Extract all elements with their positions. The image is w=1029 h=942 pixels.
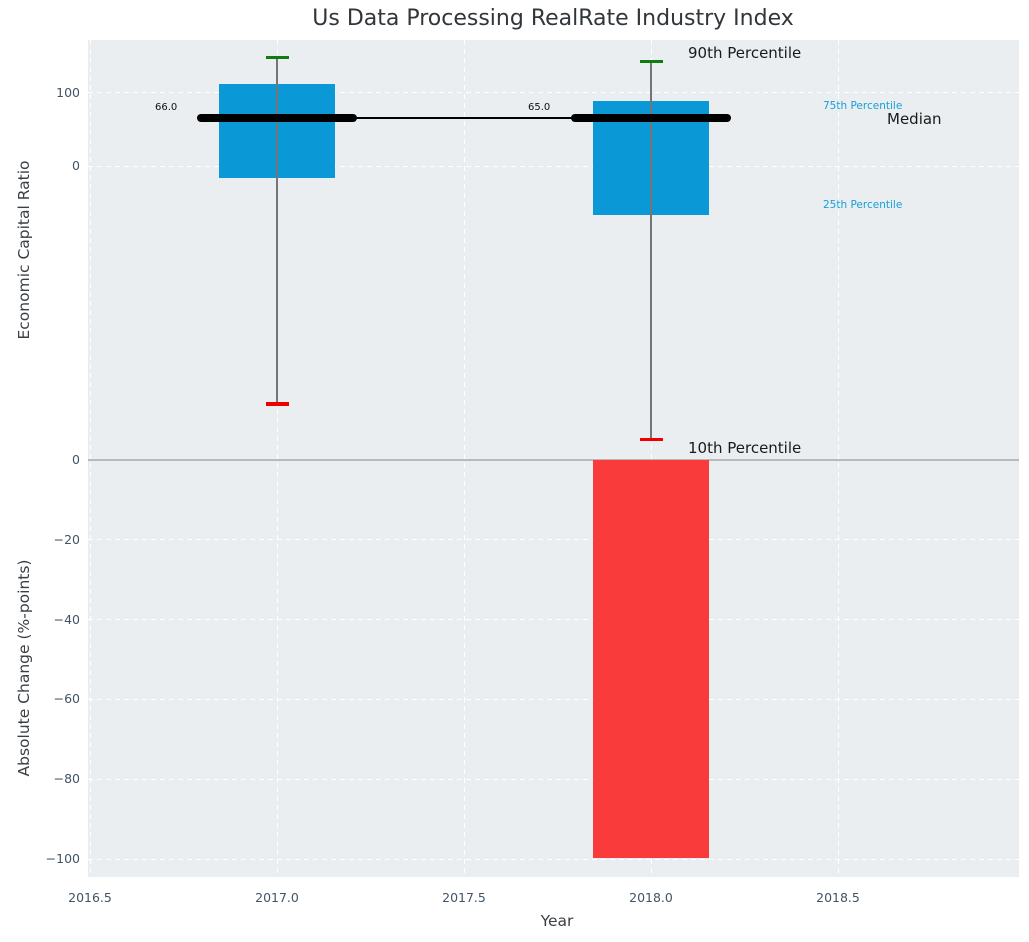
grid-line-horizontal (88, 858, 1019, 860)
grid-line-vertical (837, 40, 839, 877)
y-tick-label-bottom: −100 (45, 851, 80, 866)
plot-area: 90th Percentile 10th Percentile 75th Perce… (88, 40, 1019, 877)
annotation-median: Median (887, 110, 942, 128)
annotation-10th-percentile: 10th Percentile (688, 439, 802, 457)
change-bar-2018 (593, 460, 709, 858)
grid-line-horizontal (88, 539, 1019, 541)
grid-line-horizontal (88, 619, 1019, 621)
grid-line-horizontal (88, 165, 1019, 167)
annotation-75th-percentile: 75th Percentile (823, 100, 903, 112)
grid-line-horizontal (88, 92, 1019, 94)
grid-line-vertical (463, 40, 465, 877)
y-tick-label-bottom: −80 (53, 771, 80, 787)
p10-cap-2018 (639, 437, 663, 442)
y-axis-label-top: Economic Capital Ratio (15, 160, 33, 340)
p90-cap-2017 (265, 55, 289, 59)
grid-line-horizontal (88, 778, 1019, 780)
grid-line-vertical (650, 40, 652, 877)
annotation-66-0: 66.0 (155, 102, 178, 113)
y-tick-label-bottom: 0 (72, 452, 80, 467)
x-tick-label: 2018.0 (629, 890, 673, 905)
zero-line (88, 459, 1019, 461)
p10-cap-2017 (265, 402, 289, 406)
y-tick-label-bottom: −60 (53, 691, 80, 707)
whisker-line-2017 (276, 57, 278, 404)
annotation-90th-percentile: 90th Percentile (688, 44, 802, 62)
chart-title: Us Data Processing RealRate Industry Ind… (312, 6, 794, 31)
x-axis-label: Year (540, 912, 574, 930)
grid-line-horizontal (88, 698, 1019, 700)
whisker-line-2018 (650, 61, 652, 440)
annotation-25th-percentile: 25th Percentile (823, 199, 903, 211)
x-tick-label: 2018.5 (816, 890, 860, 905)
x-tick-label: 2017.0 (255, 890, 299, 905)
y-tick-label-bottom: −20 (53, 531, 80, 547)
p90-cap-2018 (639, 59, 663, 63)
median-bar-2017 (197, 113, 357, 122)
grid-line-vertical (276, 40, 278, 877)
y-tick-label-top: 0 (72, 158, 80, 173)
x-tick-label: 2016.5 (68, 890, 112, 905)
grid-line-vertical (89, 40, 91, 877)
median-connector-line (277, 116, 651, 120)
y-tick-label-bottom: −40 (53, 611, 80, 627)
annotation-65-0: 65.0 (528, 102, 551, 113)
x-tick-label: 2017.5 (442, 890, 486, 905)
y-tick-label-top: 100 (56, 84, 80, 100)
median-bar-2018 (571, 114, 731, 123)
y-axis-label-bottom: Absolute Change (%-points) (15, 559, 33, 777)
